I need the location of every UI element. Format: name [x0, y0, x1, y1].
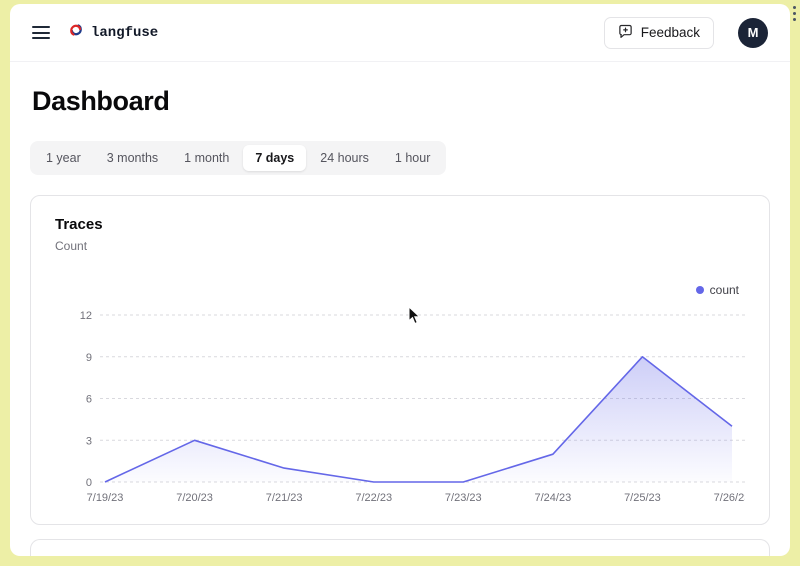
svg-text:7/26/23: 7/26/23	[714, 492, 745, 504]
svg-text:7/23/23: 7/23/23	[445, 492, 482, 504]
legend-count-label: count	[709, 283, 739, 297]
hamburger-menu-icon[interactable]	[32, 26, 50, 39]
page-title: Dashboard	[32, 86, 170, 116]
feedback-label: Feedback	[640, 25, 700, 40]
card-subtitle: Count	[55, 239, 88, 253]
tab-1-month[interactable]: 1 month	[172, 145, 241, 171]
app-window: langfuse Feedback M Dashboard 1 year 3 mo…	[10, 4, 790, 556]
time-range-tabs: 1 year 3 months 1 month 7 days 24 hours 1 hou…	[30, 141, 447, 175]
tab-3-months[interactable]: 3 months	[95, 145, 170, 171]
next-card-partial	[30, 539, 770, 556]
chart-legend: count	[55, 283, 745, 297]
legend-count-dot	[695, 286, 704, 294]
svg-text:6: 6	[86, 394, 92, 406]
main-content: Dashboard 1 year 3 months 1 month 7 days 24 …	[10, 86, 790, 556]
svg-text:7/19/23: 7/19/23	[87, 492, 124, 504]
brand-name: langfuse	[91, 24, 159, 41]
tab-24-hours[interactable]: 24 hours	[308, 145, 381, 171]
svg-text:7/25/23: 7/25/23	[624, 492, 661, 504]
feedback-bubble-icon	[618, 24, 633, 42]
brand-logo[interactable]: langfuse	[68, 22, 158, 43]
card-title: Traces	[55, 216, 103, 233]
traces-area-chart[interactable]: 0 3 6 9 12 7/19/23 7/20/23 7/21/23 7/22/23 7/23/2…	[55, 305, 745, 510]
tab-1-hour[interactable]: 1 hour	[383, 145, 442, 171]
user-avatar[interactable]: M	[738, 17, 768, 48]
tab-7-days[interactable]: 7 days	[243, 145, 307, 171]
knot-icon	[68, 22, 84, 43]
svg-text:7/22/23: 7/22/23	[355, 492, 392, 504]
traces-card: Traces Count count 0 3 6 9 12 7/19/23 7/20/23 7…	[30, 195, 770, 525]
app-header: langfuse Feedback M	[10, 4, 790, 62]
svg-text:12: 12	[80, 310, 92, 322]
tab-1-year[interactable]: 1 year	[34, 145, 93, 171]
svg-text:7/21/23: 7/21/23	[266, 492, 303, 504]
svg-text:0: 0	[86, 477, 92, 489]
svg-text:7/24/23: 7/24/23	[535, 492, 572, 504]
feedback-button[interactable]: Feedback	[603, 16, 714, 49]
svg-text:9: 9	[86, 352, 92, 364]
svg-text:7/20/23: 7/20/23	[176, 492, 213, 504]
svg-text:3: 3	[86, 435, 92, 447]
frame-menu-icon	[790, 6, 799, 21]
